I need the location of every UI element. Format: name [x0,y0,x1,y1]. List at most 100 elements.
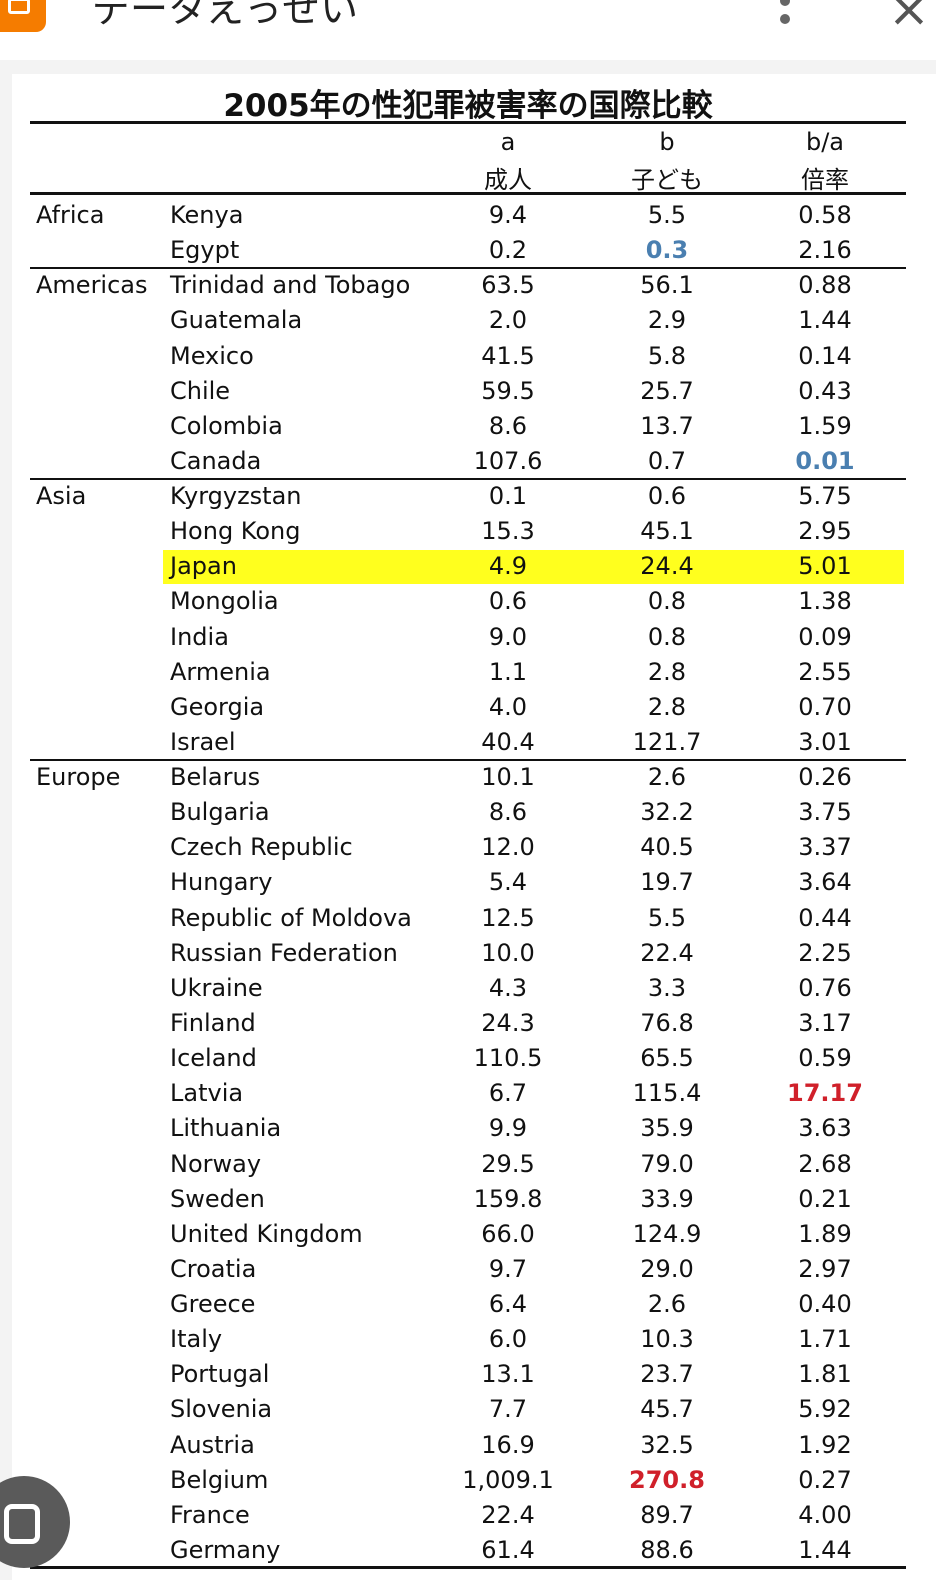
adult-rate-cell: 40.4 [481,727,535,756]
child-rate-cell: 22.4 [640,938,694,967]
country-cell: Egypt [170,236,240,265]
ratio-cell: 3.17 [798,1008,852,1037]
ratio-cell: 0.26 [798,763,852,792]
country-cell: Chile [170,376,231,405]
adult-rate-cell: 4.3 [488,973,528,1002]
child-rate-cell: 124.9 [632,1219,702,1248]
adult-rate-cell: 61.4 [481,1535,535,1564]
ratio-cell: 1.38 [798,587,852,616]
adult-rate-cell: 6.7 [488,1079,528,1108]
ratio-cell: 1.44 [798,306,852,335]
adult-rate-cell: 7.7 [488,1395,528,1424]
group-divider [30,267,906,269]
country-cell: Greece [170,1290,256,1319]
child-rate-cell: 2.6 [647,763,687,792]
table-row: Slovenia 7.7 45.7 5.92 [30,1392,906,1427]
country-cell: Iceland [170,1044,257,1073]
ratio-cell: 1.59 [798,411,852,440]
child-rate-cell: 3.3 [647,973,687,1002]
adult-rate-cell: 5.4 [488,868,528,897]
child-rate-cell: 2.8 [647,657,687,686]
region-cell: Europe [36,763,121,792]
country-cell: Israel [170,727,236,756]
adult-rate-cell: 10.1 [481,763,535,792]
ratio-cell: 3.01 [798,727,852,756]
child-rate-cell: 5.8 [647,341,687,370]
country-cell: Canada [170,446,262,475]
table-row: Hungary 5.4 19.7 3.64 [30,865,906,900]
child-rate-cell: 2.9 [647,306,687,335]
table-row: Europe Belarus 10.1 2.6 0.26 [30,760,906,795]
header-b-label: 子ども [631,166,703,194]
header-a-label: 成人 [484,166,532,194]
child-rate-cell: 10.3 [640,1325,694,1354]
table-row: Norway 29.5 79.0 2.68 [30,1147,906,1182]
adult-rate-cell: 63.5 [481,271,535,300]
table-row: Asia Kyrgyzstan 0.1 0.6 5.75 [30,479,906,514]
ratio-cell: 5.75 [798,482,852,511]
child-rate-cell: 19.7 [640,868,694,897]
child-rate-cell: 56.1 [640,271,694,300]
ratio-cell: 2.97 [798,1254,852,1283]
country-cell: Hungary [170,868,273,897]
adult-rate-cell: 9.0 [488,622,528,651]
browser-top-bar: データえっせい × [0,0,936,60]
child-rate-cell: 88.6 [640,1535,694,1564]
child-rate-cell: 23.7 [640,1360,694,1389]
adult-rate-cell: 9.4 [488,201,528,229]
ratio-cell: 2.25 [798,938,852,967]
adult-rate-cell: 159.8 [473,1184,543,1213]
adult-rate-cell: 10.0 [481,938,535,967]
table-row: Japan 4.9 24.4 5.01 [30,549,906,585]
country-cell: Austria [170,1430,255,1459]
ratio-cell: 0.01 [795,446,855,475]
adult-rate-cell: 66.0 [481,1219,535,1248]
country-cell: Slovenia [170,1395,273,1424]
country-cell: United Kingdom [170,1219,363,1248]
adult-rate-cell: 9.7 [488,1254,528,1283]
ratio-cell: 0.88 [798,271,852,300]
child-rate-cell: 29.0 [640,1254,694,1283]
adult-rate-cell: 59.5 [481,376,535,405]
adult-rate-cell: 12.5 [481,903,535,932]
table-row: Americas Trinidad and Tobago 63.5 56.1 0.88 [30,268,906,303]
group-divider [30,759,906,761]
ratio-cell: 0.21 [798,1184,852,1213]
divider [30,121,906,124]
table-row: Israel 40.4 121.7 3.01 [30,725,906,760]
ratio-cell: 3.64 [798,868,852,897]
ratio-cell: 3.37 [798,833,852,862]
adult-rate-cell: 22.4 [481,1500,535,1529]
adult-rate-cell: 6.0 [488,1325,528,1354]
kebab-icon[interactable] [780,0,794,32]
row-highlight [163,550,904,585]
table-row: Czech Republic 12.0 40.5 3.37 [30,830,906,865]
table-title: 2005年の性犯罪被害率の国際比較 [223,88,713,124]
ratio-cell: 1.44 [798,1535,852,1564]
country-cell: Kyrgyzstan [170,482,302,511]
close-icon[interactable]: × [888,0,930,38]
table-row: Mexico 41.5 5.8 0.14 [30,339,906,374]
header-b-key: b [659,128,675,156]
table-row: Ukraine 4.3 3.3 0.76 [30,971,906,1006]
ratio-cell: 0.14 [798,341,852,370]
ratio-cell: 0.43 [798,376,852,405]
site-title: データえっせい [92,0,359,31]
child-rate-cell: 33.9 [640,1184,694,1213]
table-row: Canada 107.6 0.7 0.01 [30,444,906,479]
child-rate-cell: 5.5 [647,201,687,229]
header-a-key: a [500,128,516,156]
table-row: Armenia 1.1 2.8 2.55 [30,655,906,690]
country-cell: Kenya [170,201,244,229]
region-cell: Asia [36,482,87,511]
table-row: Africa Kenya 9.4 5.5 0.58 [30,198,906,233]
country-cell: Czech Republic [170,833,353,862]
region-cell: Africa [36,201,105,229]
adult-rate-cell: 12.0 [481,833,535,862]
country-cell: Belarus [170,763,261,792]
blogger-logo-icon [0,0,46,32]
country-cell: Bulgaria [170,798,270,827]
adult-rate-cell: 15.3 [481,517,535,546]
adult-rate-cell: 29.5 [481,1149,535,1178]
region-cell: Americas [36,271,148,300]
